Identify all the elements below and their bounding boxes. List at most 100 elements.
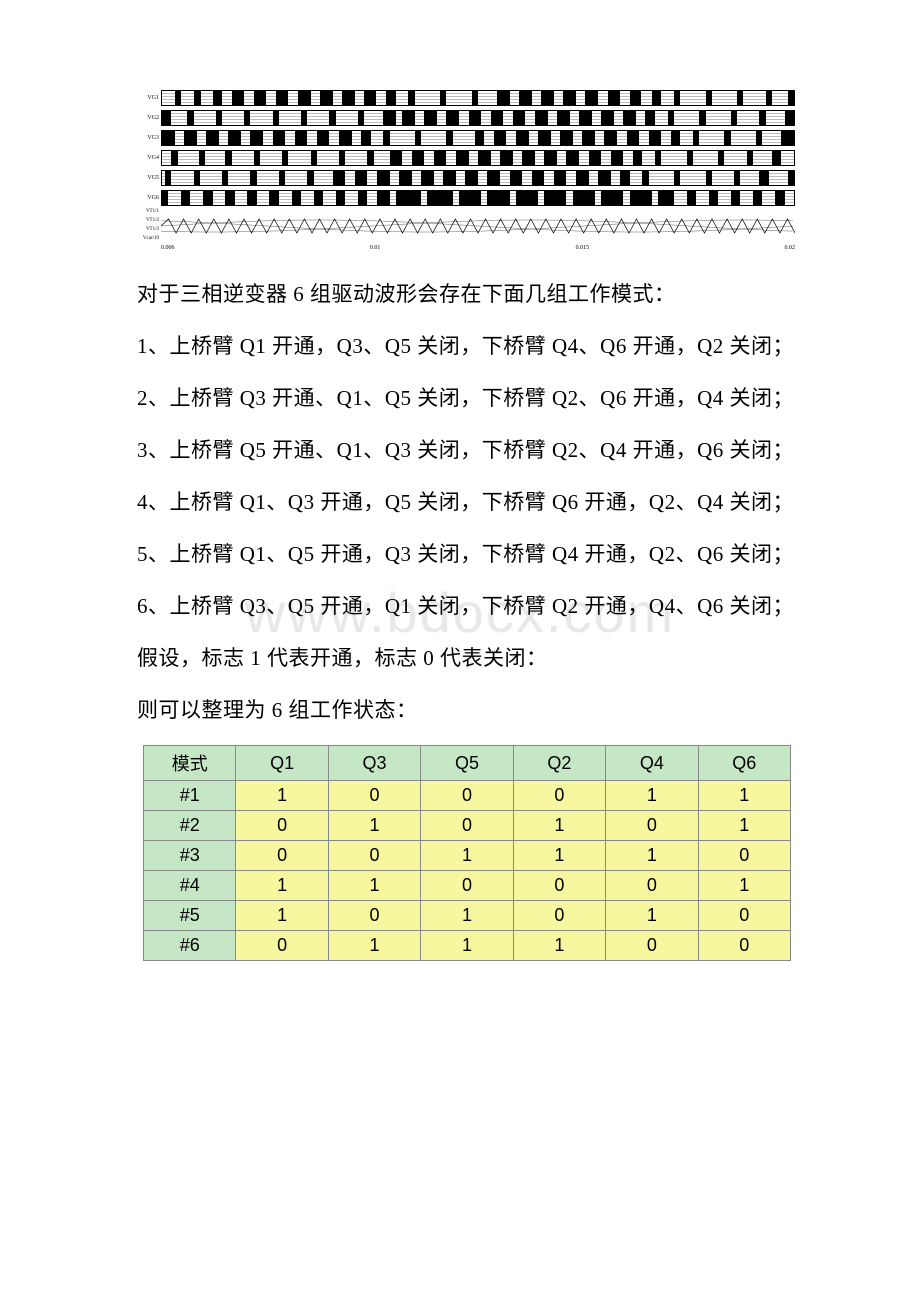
table-cell-value: 0 — [328, 841, 420, 871]
table-cell-value: 0 — [421, 871, 513, 901]
table-header-q: Q4 — [606, 746, 698, 781]
table-row: #6011100 — [144, 931, 791, 961]
waveform-signal-label: VG6 — [147, 195, 159, 201]
waveform-xtick: 0.015 — [576, 245, 590, 251]
waveform-track — [161, 150, 795, 166]
table-cell-value: 1 — [421, 901, 513, 931]
table-cell-value: 1 — [421, 931, 513, 961]
waveform-signal-label: VG4 — [147, 155, 159, 161]
mode-table: 模式Q1Q3Q5Q2Q4Q6 #1100011#2010101#3001110#… — [143, 745, 791, 961]
table-cell-value: 1 — [328, 811, 420, 841]
table-row: #4110001 — [144, 871, 791, 901]
carrier-label: VT1/1 — [146, 210, 159, 214]
paragraph-mode-6: 6、上桥臂 Q3、Q5 开通，Q1 关闭，下桥臂 Q2 开通，Q4、Q6 关闭； — [95, 585, 825, 627]
waveform-row: VG5 — [125, 170, 795, 186]
table-cell-value: 0 — [606, 871, 698, 901]
table-cell-value: 0 — [236, 841, 328, 871]
paragraph-mode-5: 5、上桥臂 Q1、Q5 开通，Q3 关闭，下桥臂 Q4 开通，Q2、Q6 关闭； — [95, 533, 825, 575]
paragraph-mode-3: 3、上桥臂 Q5 开通、Q1、Q3 关闭，下桥臂 Q2、Q4 开通，Q6 关闭； — [95, 429, 825, 471]
table-cell-value: 1 — [698, 811, 790, 841]
table-cell-mode: #5 — [144, 901, 236, 931]
waveform-row: VG3 — [125, 130, 795, 146]
table-cell-value: 1 — [513, 841, 605, 871]
table-cell-value: 0 — [698, 931, 790, 961]
waveform-track — [161, 130, 795, 146]
waveform-track — [161, 170, 795, 186]
table-cell-value: 0 — [421, 811, 513, 841]
table-cell-value: 0 — [513, 901, 605, 931]
table-cell-value: 0 — [513, 871, 605, 901]
table-cell-value: 1 — [513, 811, 605, 841]
table-header-q: Q3 — [328, 746, 420, 781]
table-cell-value: 1 — [606, 781, 698, 811]
waveform-xtick: 0.02 — [784, 245, 795, 251]
table-cell-value: 0 — [236, 931, 328, 961]
table-cell-value: 1 — [236, 901, 328, 931]
paragraph-mode-1: 1、上桥臂 Q1 开通，Q3、Q5 关闭，下桥臂 Q4、Q6 开通，Q2 关闭； — [95, 325, 825, 367]
carrier-label: VT1/2 — [146, 219, 159, 223]
table-cell-value: 1 — [698, 871, 790, 901]
table-cell-value: 1 — [236, 871, 328, 901]
waveform-label-col: VG2 — [125, 115, 161, 121]
table-cell-value: 1 — [328, 871, 420, 901]
waveform-track — [161, 190, 795, 206]
waveform-figure: VG1 VG2 VG3 VG4 VG5 VG6 VT1/1 VT1/2 VT1/3 Vcar/1… — [125, 90, 795, 251]
table-header-mode: 模式 — [144, 746, 236, 781]
table-cell-value: 1 — [606, 901, 698, 931]
waveform-label-col: VG4 — [125, 155, 161, 161]
table-cell-value: 1 — [513, 931, 605, 961]
carrier-label: VT1/3 — [146, 228, 159, 232]
mode-table-body: #1100011#2010101#3001110#4110001#5101010… — [144, 781, 791, 961]
table-cell-value: 0 — [698, 901, 790, 931]
table-cell-mode: #2 — [144, 811, 236, 841]
table-header-q: Q1 — [236, 746, 328, 781]
carrier-label: Vcar/10 — [143, 237, 159, 241]
waveform-carrier-row: VT1/1 VT1/2 VT1/3 Vcar/10 — [125, 210, 795, 241]
table-row: #2010101 — [144, 811, 791, 841]
waveform-signal-label: VG2 — [147, 115, 159, 121]
paragraph-mode-2: 2、上桥臂 Q3 开通、Q1、Q5 关闭，下桥臂 Q2、Q6 开通，Q4 关闭； — [95, 377, 825, 419]
table-cell-value: 0 — [328, 781, 420, 811]
table-cell-value: 0 — [328, 901, 420, 931]
table-row: #3001110 — [144, 841, 791, 871]
mode-table-wrap: 模式Q1Q3Q5Q2Q4Q6 #1100011#2010101#3001110#… — [143, 745, 825, 961]
waveform-row: VG4 — [125, 150, 795, 166]
waveform-xtick: 0.01 — [370, 245, 381, 251]
waveform-carrier-track — [161, 218, 795, 234]
waveform-carrier-labels: VT1/1 VT1/2 VT1/3 Vcar/10 — [125, 210, 161, 241]
waveform-row: VG6 — [125, 190, 795, 206]
table-cell-value: 0 — [606, 811, 698, 841]
table-row: #5101010 — [144, 901, 791, 931]
table-header-q: Q5 — [421, 746, 513, 781]
waveform-label-col: VG3 — [125, 135, 161, 141]
table-cell-value: 1 — [606, 841, 698, 871]
waveform-row: VG2 — [125, 110, 795, 126]
paragraph-intro: 对于三相逆变器 6 组驱动波形会存在下面几组工作模式： — [95, 273, 825, 315]
table-header-q: Q6 — [698, 746, 790, 781]
paragraph-assume: 假设，标志 1 代表开通，标志 0 代表关闭： — [95, 637, 825, 679]
table-cell-value: 1 — [328, 931, 420, 961]
table-cell-value: 0 — [421, 781, 513, 811]
waveform-signal-label: VG1 — [147, 95, 159, 101]
table-cell-value: 1 — [236, 781, 328, 811]
waveform-signal-label: VG5 — [147, 175, 159, 181]
table-cell-value: 1 — [421, 841, 513, 871]
waveform-signal-label: VG3 — [147, 135, 159, 141]
waveform-row: VG1 — [125, 90, 795, 106]
table-cell-mode: #1 — [144, 781, 236, 811]
table-cell-value: 0 — [606, 931, 698, 961]
waveform-xaxis: 0.006 0.01 0.015 0.02 — [125, 245, 795, 251]
paragraph-then: 则可以整理为 6 组工作状态： — [95, 689, 825, 731]
table-cell-mode: #4 — [144, 871, 236, 901]
table-cell-value: 0 — [698, 841, 790, 871]
table-cell-value: 0 — [513, 781, 605, 811]
waveform-xtick: 0.006 — [161, 245, 175, 251]
table-row: #1100011 — [144, 781, 791, 811]
table-cell-value: 1 — [698, 781, 790, 811]
waveform-label-col: VG5 — [125, 175, 161, 181]
paragraph-mode-4: 4、上桥臂 Q1、Q3 开通，Q5 关闭，下桥臂 Q6 开通，Q2、Q4 关闭； — [95, 481, 825, 523]
table-header-q: Q2 — [513, 746, 605, 781]
waveform-label-col: VG6 — [125, 195, 161, 201]
waveform-track — [161, 110, 795, 126]
table-cell-mode: #3 — [144, 841, 236, 871]
